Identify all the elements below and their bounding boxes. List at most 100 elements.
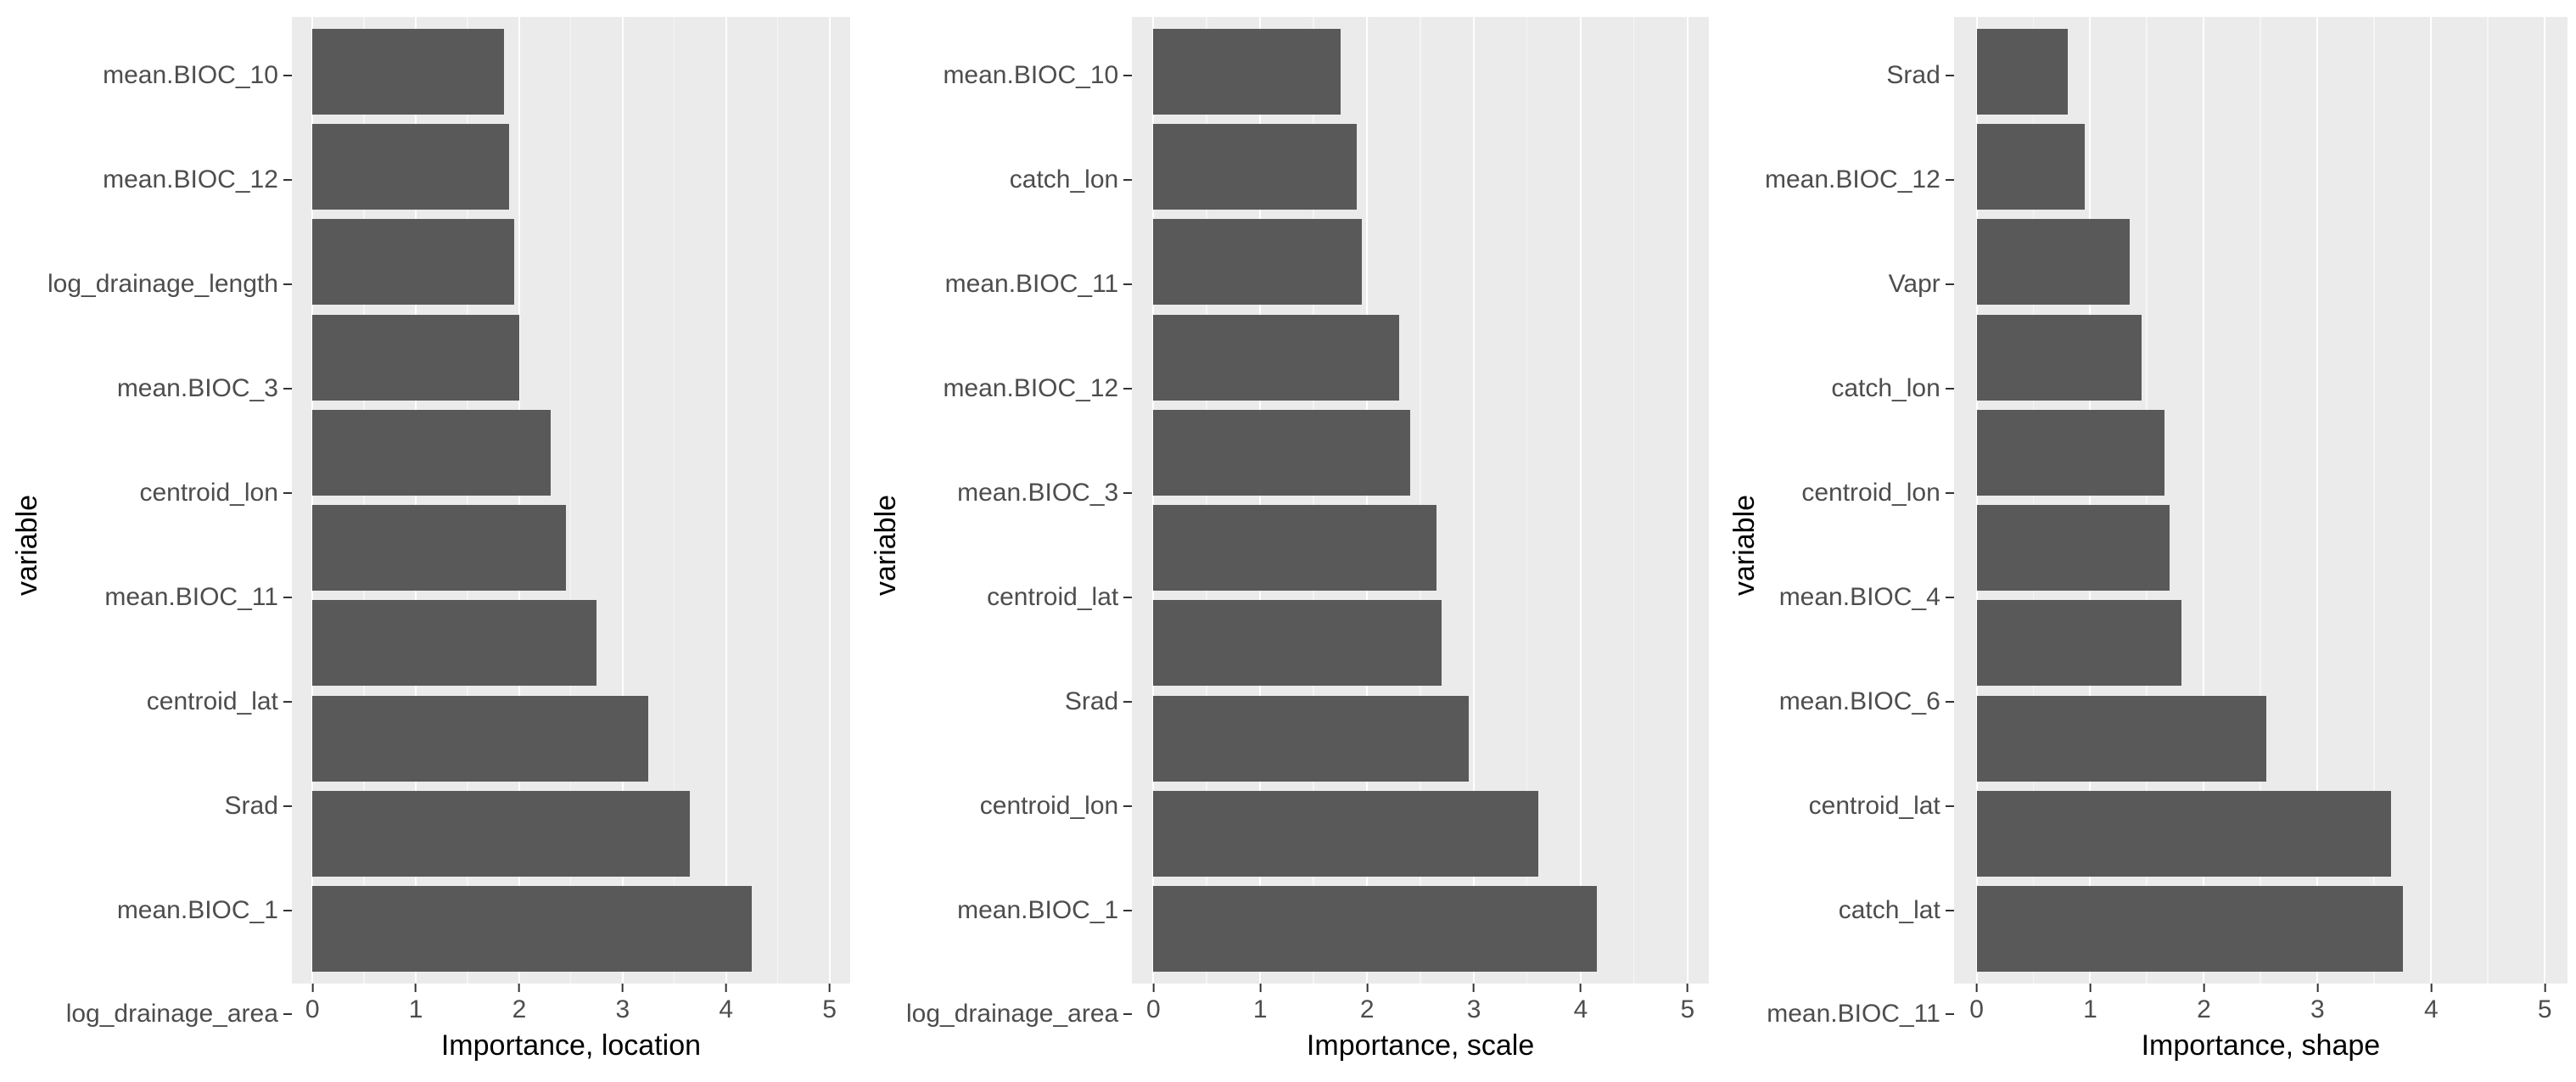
y-axis-title-wrap: variable: [1726, 17, 1765, 1074]
panel-0: variablemean.BIOC_10mean.BIOC_12log_drai…: [0, 0, 859, 1082]
y-tick-labels: mean.BIOC_10 catch_lon mean.BIOC_11 mean.BI…: [906, 17, 1132, 1074]
bar: [1977, 505, 2170, 591]
y-axis-title: variable: [871, 495, 904, 596]
x-tick-mark: [1473, 984, 1475, 992]
y-tick-mark: [283, 597, 292, 598]
x-tick-mark: [518, 984, 520, 992]
bar: [312, 696, 648, 782]
x-tick: 3: [2310, 984, 2325, 1024]
bar: [1153, 410, 1409, 496]
bar-row: [1954, 215, 2568, 310]
bar: [312, 29, 503, 115]
x-tick-mark: [1259, 984, 1261, 992]
y-tick-mark: [1123, 597, 1132, 598]
x-tick-label: 2: [1360, 995, 1375, 1024]
bar-row: [1954, 691, 2568, 786]
y-tick-mark: [1946, 701, 1954, 703]
bar: [1153, 696, 1468, 782]
y-tick-mark: [1123, 75, 1132, 76]
x-tick-mark: [622, 984, 624, 992]
y-tick-label: mean.BIOC_4: [1779, 583, 1940, 612]
bar: [1977, 29, 2068, 115]
y-tick-label-item: catch_lon: [1010, 128, 1132, 233]
y-tick-label: centroid_lat: [1809, 792, 1940, 821]
x-tick-mark: [725, 984, 727, 992]
y-tick-label: centroid_lat: [147, 687, 278, 716]
y-tick-label-item: mean.BIOC_3: [957, 441, 1132, 546]
panel-body: variablemean.BIOC_10catch_lonmean.BIOC_1…: [867, 17, 1709, 1074]
y-tick-mark: [283, 388, 292, 390]
x-tick-mark: [1580, 984, 1582, 992]
bar: [1153, 219, 1361, 305]
x-tick-label: 3: [1467, 995, 1481, 1024]
x-tick-label: 5: [2538, 995, 2552, 1024]
y-tick-label: log_drainage_length: [48, 270, 278, 299]
bar-row: [1954, 310, 2568, 405]
y-tick-label: Srad: [1065, 687, 1118, 716]
bar: [1977, 315, 2142, 401]
y-tick-labels: Sradmean.BIOC_12Vaprcatch_loncentroid_lo…: [1765, 17, 1954, 1074]
x-tick-label: 0: [1969, 995, 1984, 1024]
y-tick-label-item: Srad: [1065, 649, 1132, 754]
y-tick-label: log_drainage_area: [66, 1000, 278, 1029]
y-tick-mark: [1946, 910, 1954, 911]
y-tick-label: mean.BIOC_10: [943, 61, 1118, 90]
y-tick-label: Vapr: [1889, 270, 1940, 299]
y-tick-mark: [283, 701, 292, 703]
bar: [1153, 505, 1436, 591]
y-tick-mark: [1946, 492, 1954, 494]
y-tick-mark: [1123, 179, 1132, 181]
y-tick-label: centroid_lon: [980, 792, 1118, 821]
y-tick-mark: [283, 179, 292, 181]
bar: [1977, 600, 2181, 686]
x-tick-label: 5: [1680, 995, 1694, 1024]
y-tick-mark: [1946, 179, 1954, 181]
x-tick: 2: [2197, 984, 2211, 1024]
x-tick-mark: [2316, 984, 2318, 992]
x-tick-label: 4: [1574, 995, 1588, 1024]
x-axis-title: Importance, scale: [1307, 1029, 1534, 1062]
x-tick-label: 4: [719, 995, 733, 1024]
bar: [312, 600, 596, 686]
y-tick-label-item: log_drainage_area: [906, 962, 1132, 1067]
y-tick-label-item: centroid_lon: [980, 754, 1132, 858]
panel-body: variablemean.BIOC_10mean.BIOC_12log_drai…: [8, 17, 850, 1074]
y-tick-label: catch_lat: [1839, 896, 1940, 925]
y-tick-label-item: mean.BIOC_1: [957, 858, 1132, 962]
y-tick-label-item: catch_lon: [1831, 337, 1953, 441]
plot-column: 012345Importance, scale: [1132, 17, 1709, 1074]
y-tick-mark: [283, 75, 292, 76]
y-tick-label: mean.BIOC_11: [945, 270, 1119, 299]
y-tick-label: centroid_lat: [987, 583, 1118, 612]
bar: [312, 410, 550, 496]
y-tick-mark: [1123, 283, 1132, 285]
bar-row: [1954, 596, 2568, 691]
y-tick-label-item: Vapr: [1889, 233, 1954, 337]
bar: [1153, 791, 1537, 877]
bar: [1977, 219, 2131, 305]
x-tick-label: 3: [2310, 995, 2325, 1024]
x-tick-label: 0: [305, 995, 320, 1024]
plot-area: [292, 17, 850, 984]
x-tick-label: 1: [409, 995, 423, 1024]
y-tick-mark: [1123, 1013, 1132, 1015]
y-tick-label-item: catch_lat: [1839, 858, 1954, 962]
bar-row: [1132, 882, 1709, 977]
y-tick-label-item: mean.BIOC_12: [1765, 128, 1954, 233]
y-tick-mark: [1123, 388, 1132, 390]
x-tick-mark: [1976, 984, 1978, 992]
x-tick: 5: [1680, 984, 1694, 1024]
x-tick: 0: [1146, 984, 1161, 1024]
y-tick-label-item: mean.BIOC_3: [117, 337, 292, 441]
y-tick-label-item: mean.BIOC_12: [103, 128, 292, 233]
y-tick-label: mean.BIOC_12: [103, 165, 278, 194]
bar-row: [1132, 405, 1709, 500]
bar: [1153, 315, 1399, 401]
y-tick-mark: [283, 910, 292, 911]
bar: [1977, 791, 2392, 877]
y-tick-label-item: mean.BIOC_11: [1767, 962, 1954, 1067]
y-tick-label-item: mean.BIOC_11: [104, 545, 292, 649]
x-tick: 3: [616, 984, 630, 1024]
y-tick-label: mean.BIOC_1: [117, 896, 278, 925]
y-tick-label-item: mean.BIOC_10: [943, 24, 1132, 128]
